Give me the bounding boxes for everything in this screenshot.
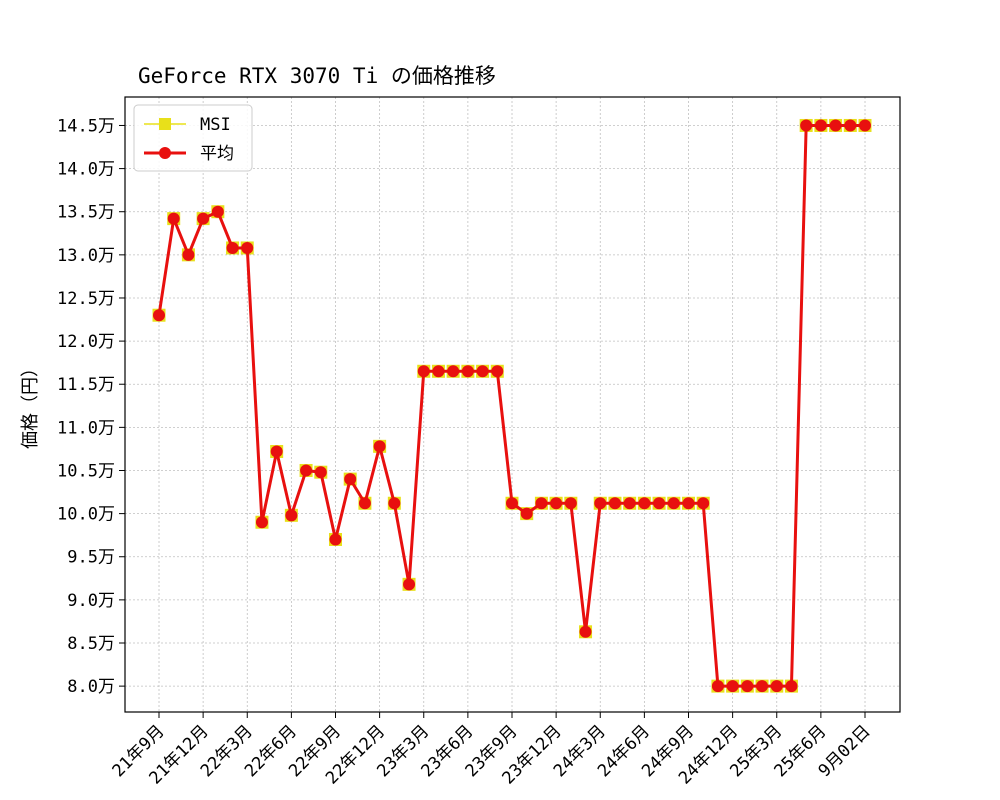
data-point-average [432,365,445,378]
data-point-average [594,497,607,510]
data-point-average [770,680,783,693]
data-point-average [358,497,371,510]
data-point-average [697,497,710,510]
grid [125,97,900,712]
series-layer [152,118,872,693]
data-point-average [785,680,798,693]
data-point-average [564,497,577,510]
data-point-average [829,119,842,132]
data-point-average [241,241,254,254]
data-point-average [814,119,827,132]
data-point-average [153,309,165,322]
y-tick-label: 12.0万 [57,332,115,352]
data-point-average [417,365,430,378]
data-point-average [403,578,416,591]
y-tick-label: 11.5万 [57,375,115,395]
data-point-average [226,241,239,254]
data-point-average [300,464,313,477]
y-tick-label: 9.5万 [67,548,115,568]
legend-msi-marker [159,118,171,130]
data-point-average [255,516,268,529]
data-point-average [741,680,754,693]
data-point-average [859,119,871,132]
data-point-average [579,625,592,638]
y-tick-label: 11.0万 [57,418,115,438]
data-point-average [638,497,651,510]
data-point-average [388,497,401,510]
data-point-average [844,119,857,132]
data-point-average [447,365,460,378]
data-point-average [608,497,621,510]
y-tick-label: 10.5万 [57,461,115,481]
y-tick-label: 13.0万 [57,246,115,266]
y-tick-label: 8.5万 [67,634,115,654]
data-point-average [461,365,474,378]
data-point-average [653,497,666,510]
data-point-average [197,212,210,225]
data-point-average [623,497,636,510]
data-point-average [211,205,224,218]
y-tick-label: 12.5万 [57,289,115,309]
data-point-average [491,365,504,378]
data-point-average [711,680,724,693]
chart-title: GeForce RTX 3070 Ti の価格推移 [138,64,496,88]
x-axis: 21年9月21年12月22年3月22年6月22年9月22年12月23年3月23年… [109,712,875,789]
data-point-average [270,445,283,458]
y-tick-label: 14.5万 [57,116,115,136]
data-point-average [329,533,342,546]
data-point-average [756,680,769,693]
data-point-average [314,466,327,479]
data-point-average [520,507,533,520]
data-point-average [285,509,298,522]
data-point-average [373,440,386,453]
data-point-average [682,497,695,510]
data-point-average [182,248,195,261]
data-point-average [800,119,813,132]
data-point-average [667,497,680,510]
legend: MSI 平均 [133,104,253,172]
legend-avg-label: 平均 [200,144,234,164]
data-point-average [476,365,489,378]
data-point-average [535,497,548,510]
plot-frame [124,96,901,713]
data-point-average [344,473,357,486]
y-tick-label: 14.0万 [57,160,115,180]
data-point-average [726,680,739,693]
y-tick-label: 10.0万 [57,505,115,525]
y-axis: 8.0万 8.5万 9.0万 9.5万 10.0万 10.5万 11.0万 11.5万 12.0… [57,116,125,697]
data-point-average [167,212,180,225]
y-axis-label: 価格（円） [20,359,41,449]
legend-avg-marker [159,147,171,159]
y-tick-label: 13.5万 [57,203,115,223]
y-tick-label: 8.0万 [67,677,115,697]
data-point-average [550,497,563,510]
y-tick-label: 9.0万 [67,591,115,611]
data-point-average [506,497,518,510]
legend-box [133,104,253,172]
legend-msi-label: MSI [200,115,231,135]
